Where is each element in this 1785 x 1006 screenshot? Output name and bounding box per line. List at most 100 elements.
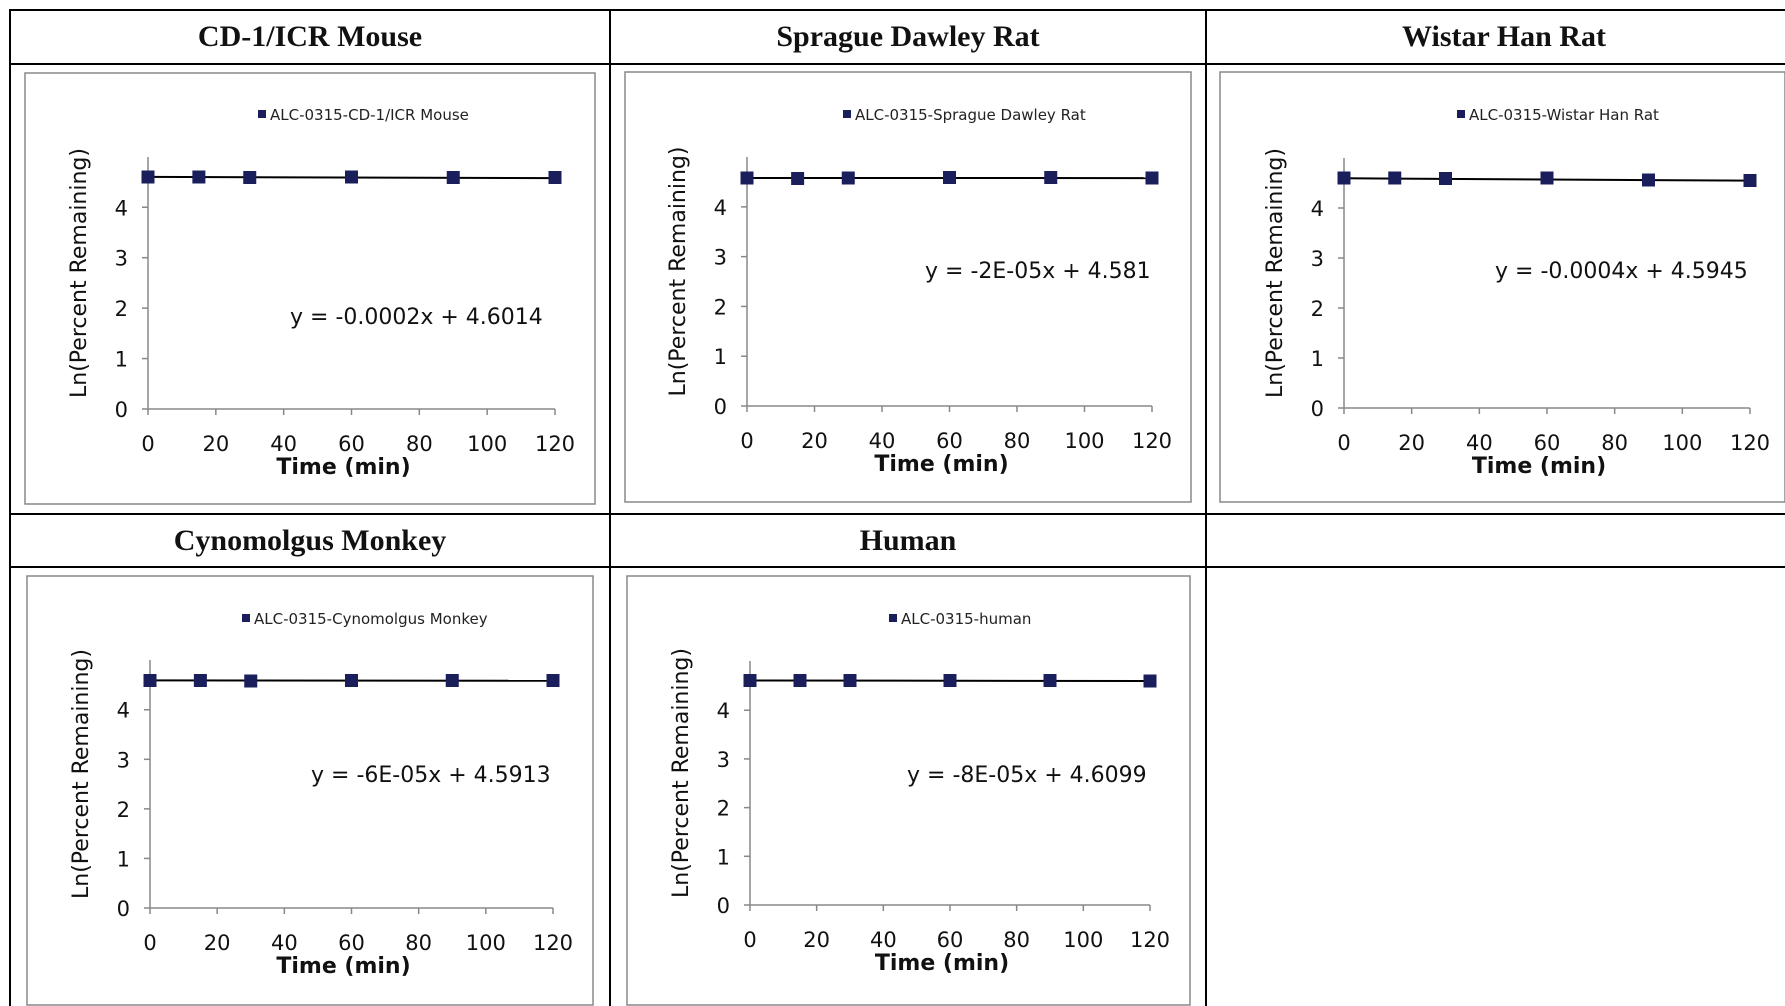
x-tick-label: 80 [1601,431,1628,455]
x-tick-label: 120 [1730,431,1770,455]
y-tick-label: 4 [117,699,130,723]
table-rule-row-divider [9,513,1785,515]
data-point [445,673,459,687]
x-tick-label: 0 [1337,431,1350,455]
x-tick-label: 40 [271,931,298,955]
data-point [740,171,754,185]
data-point [345,170,358,184]
chart-frame [1219,71,1785,503]
table-border-left [9,9,11,1006]
x-axis-title: Time (min) [276,455,410,480]
y-axis-title: Ln(Percent Remaining) [669,648,694,898]
y-tick-label: 4 [1311,197,1324,221]
legend-marker [889,614,897,622]
x-tick-label: 120 [533,931,573,955]
x-tick-label: 60 [338,432,365,456]
y-axis-title: Ln(Percent Remaining) [69,649,94,899]
y-tick-label: 1 [714,345,727,369]
y-tick-label: 1 [117,847,130,871]
y-tick-label: 4 [714,196,727,220]
y-tick-label: 4 [115,196,128,220]
y-tick-label: 3 [117,748,130,772]
data-point [791,171,805,185]
legend-marker [843,110,851,118]
x-tick-label: 120 [535,432,575,456]
x-tick-label: 60 [338,931,365,955]
x-tick-label: 40 [270,432,297,456]
x-tick-label: 60 [937,928,964,952]
x-tick-label: 20 [202,432,229,456]
data-point [548,171,562,185]
data-point [141,170,155,184]
x-tick-label: 40 [870,928,897,952]
y-axis-title: Ln(Percent Remaining) [1263,148,1288,398]
data-point [1143,674,1157,688]
trendline-equation: y = -2E-05x + 4.581 [925,259,1151,284]
x-tick-label: 100 [1063,928,1103,952]
data-point [546,673,560,687]
data-point [345,673,358,687]
y-tick-label: 2 [717,797,730,821]
data-point [1388,171,1402,185]
x-tick-label: 20 [1398,431,1425,455]
y-tick-label: 1 [1311,347,1324,371]
y-tick-label: 0 [1311,397,1324,421]
legend-label: ALC-0315-Sprague Dawley Rat [855,106,1086,124]
y-tick-label: 0 [714,395,727,419]
chart-frame [26,575,594,1006]
y-tick-label: 2 [714,295,727,319]
y-tick-label: 1 [115,348,128,372]
y-axis-title: Ln(Percent Remaining) [666,147,691,397]
y-tick-label: 2 [1311,297,1324,321]
data-point [1439,172,1452,185]
x-tick-label: 120 [1130,928,1170,952]
x-axis-title: Time (min) [1472,454,1606,479]
x-tick-label: 20 [801,429,828,453]
data-point [1540,171,1554,185]
data-point [1642,173,1655,187]
y-tick-label: 1 [717,845,730,869]
chart-frame [626,575,1191,1006]
x-tick-label: 0 [141,432,154,456]
y-tick-label: 4 [717,699,730,723]
x-tick-label: 100 [467,432,507,456]
data-point [841,171,855,185]
x-tick-label: 60 [1534,431,1561,455]
trendline-equation: y = -0.0004x + 4.5945 [1495,259,1748,284]
x-axis-title: Time (min) [874,452,1008,477]
y-tick-label: 0 [115,398,128,422]
data-point [192,170,206,184]
data-point [1743,174,1757,187]
legend-marker [1457,110,1465,118]
x-tick-label: 0 [743,928,756,952]
x-axis-title: Time (min) [875,951,1009,976]
x-tick-label: 100 [1662,431,1702,455]
panel-title-monkey: Cynomolgus Monkey [173,524,447,557]
x-tick-label: 40 [869,429,896,453]
trendline-equation: y = -6E-05x + 4.5913 [311,763,551,788]
data-point [943,170,956,184]
data-point [244,674,258,688]
y-tick-label: 3 [717,748,730,772]
x-tick-label: 80 [405,931,432,955]
table-border-top [9,9,1785,11]
x-tick-label: 80 [1003,928,1030,952]
x-tick-label: 20 [803,928,830,952]
legend-label: ALC-0315-human [901,610,1031,628]
data-point [1337,171,1351,185]
panel-title-mouse: CD-1/ICR Mouse [197,20,423,53]
table-rule-row2-header [9,566,1785,568]
y-tick-label: 3 [115,247,128,271]
legend-marker [242,614,250,622]
data-point [193,673,207,687]
x-axis-title: Time (min) [276,954,410,979]
x-tick-label: 40 [1466,431,1493,455]
data-point [1044,170,1058,184]
x-tick-label: 100 [1064,429,1104,453]
x-tick-label: 100 [466,931,506,955]
chart-frame [24,72,596,505]
data-point [1043,674,1057,688]
